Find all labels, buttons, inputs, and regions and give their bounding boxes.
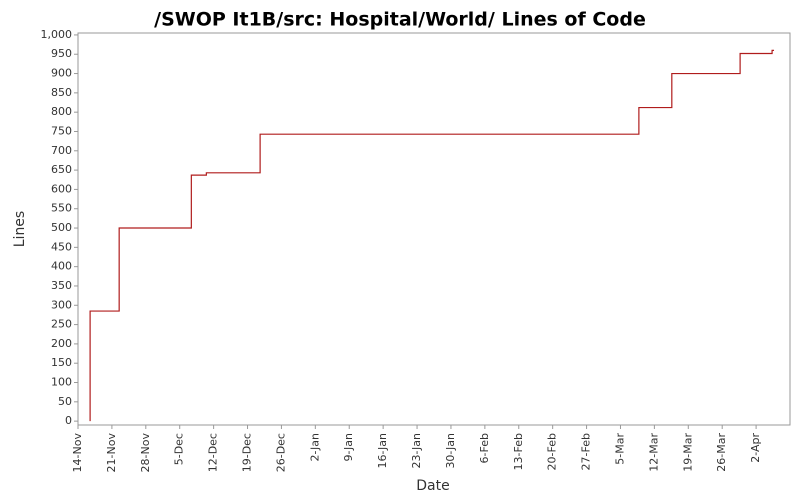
y-tick-label: 700 — [51, 144, 72, 157]
y-tick-label: 650 — [51, 163, 72, 176]
y-tick-label: 350 — [51, 279, 72, 292]
x-tick-label: 9-Jan — [342, 433, 355, 462]
x-tick-label: 2-Jan — [308, 433, 321, 462]
x-axis-label: Date — [416, 478, 449, 494]
y-tick-label: 0 — [65, 414, 72, 427]
y-tick-label: 1,000 — [41, 28, 73, 41]
y-tick-label: 200 — [51, 337, 72, 350]
y-axis-label: Lines — [12, 211, 28, 247]
x-tick-label: 13-Feb — [512, 433, 525, 470]
x-tick-label: 21-Nov — [105, 433, 118, 473]
x-tick-label: 28-Nov — [139, 433, 152, 473]
y-tick-label: 50 — [58, 395, 72, 408]
y-tick-label: 900 — [51, 67, 72, 80]
y-tick-label: 950 — [51, 47, 72, 60]
y-tick-label: 450 — [51, 240, 72, 253]
x-tick-label: 27-Feb — [580, 433, 593, 470]
y-tick-label: 400 — [51, 260, 72, 273]
y-tick-label: 550 — [51, 202, 72, 215]
x-tick-label: 20-Feb — [546, 433, 559, 470]
plot-area — [77, 32, 791, 426]
x-tick-label: 30-Jan — [444, 433, 457, 469]
y-tick-label: 100 — [51, 376, 72, 389]
y-tick-label: 600 — [51, 182, 72, 195]
y-tick-label: 800 — [51, 105, 72, 118]
chart-title: /SWOP It1B/src: Hospital/World/ Lines of… — [154, 9, 646, 31]
x-tick-label: 6-Feb — [478, 433, 491, 463]
x-tick-label: 19-Mar — [681, 433, 694, 472]
x-tick-label: 5-Dec — [173, 433, 186, 465]
y-tick-label: 300 — [51, 298, 72, 311]
x-tick-label: 14-Nov — [71, 433, 84, 473]
x-tick-label: 5-Mar — [613, 433, 626, 465]
x-tick-label: 26-Mar — [715, 433, 728, 472]
x-tick-label: 12-Mar — [647, 433, 660, 472]
x-tick-label: 16-Jan — [376, 433, 389, 469]
x-tick-label: 26-Dec — [274, 433, 287, 472]
x-tick-label: 19-Dec — [241, 433, 254, 472]
y-tick-label: 500 — [51, 221, 72, 234]
line-series — [89, 49, 775, 422]
x-tick-label: 23-Jan — [410, 433, 423, 469]
x-tick-label: 12-Dec — [207, 433, 220, 472]
x-tick-label: 2-Apr — [749, 433, 762, 463]
y-tick-label: 850 — [51, 86, 72, 99]
y-tick-label: 150 — [51, 356, 72, 369]
y-tick-label: 750 — [51, 124, 72, 137]
y-tick-label: 250 — [51, 318, 72, 331]
